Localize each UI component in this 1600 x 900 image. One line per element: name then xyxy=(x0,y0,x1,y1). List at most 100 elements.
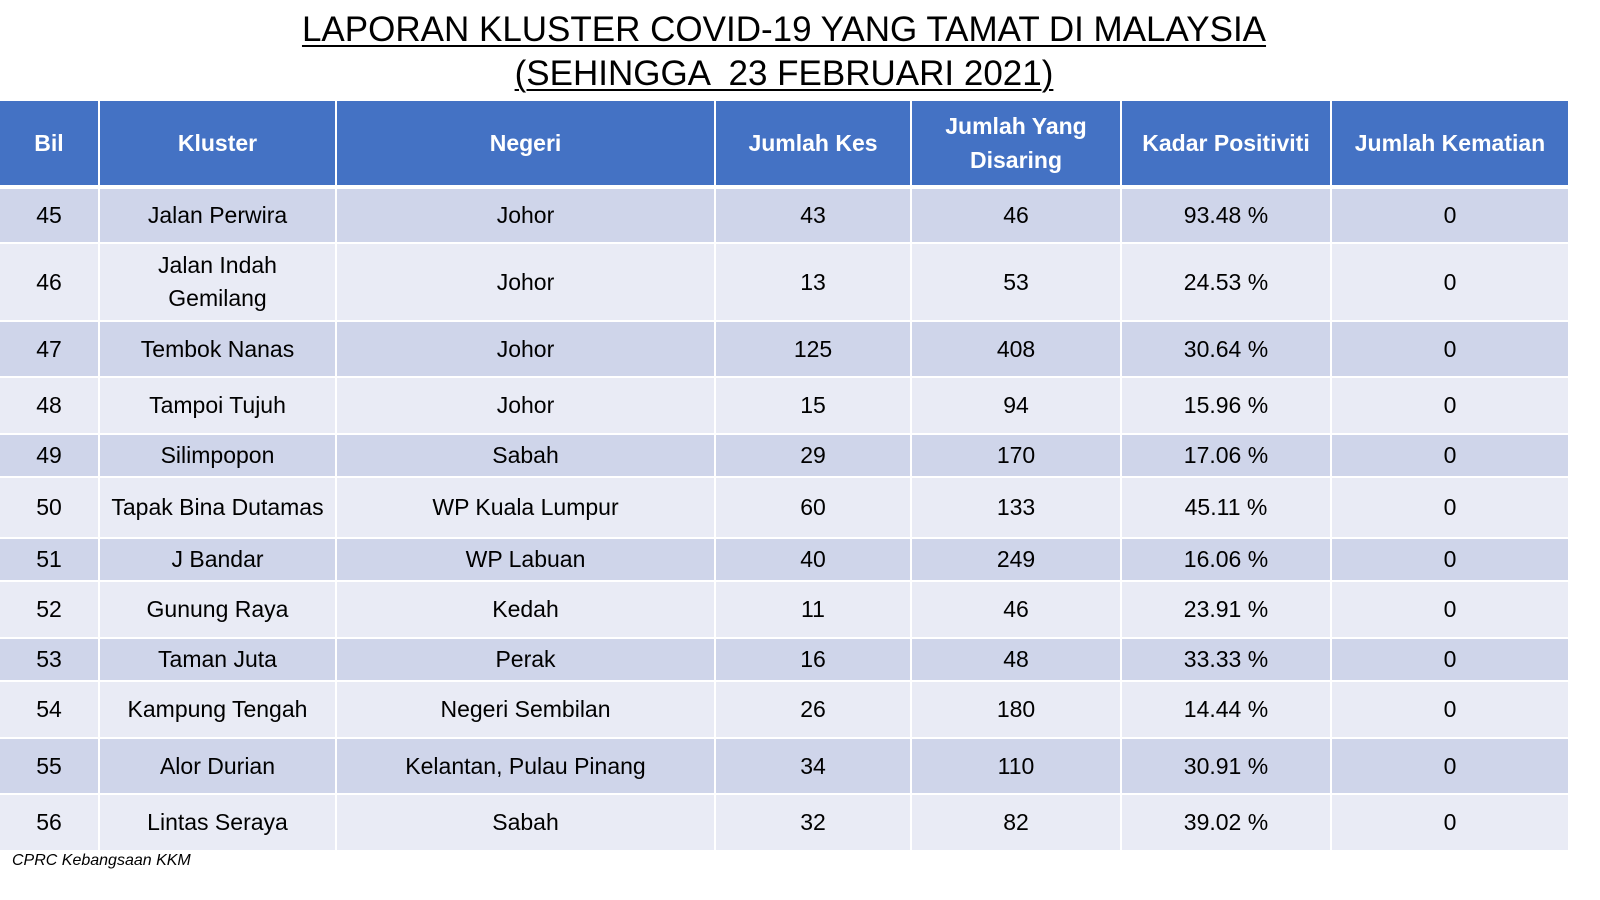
cell-kadar-positiviti: 45.11 % xyxy=(1121,477,1332,539)
cell-bil: 51 xyxy=(0,538,100,582)
cell-negeri: Johor xyxy=(336,187,716,244)
header-kluster: Kluster xyxy=(99,101,337,189)
cell-jumlah-kematian: 0 xyxy=(1331,434,1568,478)
cell-bil: 45 xyxy=(0,187,100,244)
cell-jumlah-kematian: 0 xyxy=(1331,581,1568,639)
cell-jumlah-kematian: 0 xyxy=(1331,738,1568,795)
table-header-row: Bil Kluster Negeri Jumlah Kes Jumlah Yan… xyxy=(0,101,1568,189)
cell-bil: 50 xyxy=(0,477,100,539)
table-row: 48 Tampoi Tujuh Johor 15 94 15.96 % 0 xyxy=(0,377,1568,435)
table-row: 53 Taman Juta Perak 16 48 33.33 % 0 xyxy=(0,638,1568,682)
header-jumlah-disaring: Jumlah Yang Disaring xyxy=(911,101,1122,189)
cell-kadar-positiviti: 93.48 % xyxy=(1121,187,1332,244)
table-row: 52 Gunung Raya Kedah 11 46 23.91 % 0 xyxy=(0,581,1568,639)
cell-bil: 56 xyxy=(0,794,100,852)
cell-jumlah-disaring: 48 xyxy=(911,638,1122,682)
cell-jumlah-disaring: 249 xyxy=(911,538,1122,582)
cell-jumlah-kes: 40 xyxy=(715,538,912,582)
cell-jumlah-disaring: 46 xyxy=(911,187,1122,244)
cell-kadar-positiviti: 30.91 % xyxy=(1121,738,1332,795)
header-bil: Bil xyxy=(0,101,100,189)
cell-kadar-positiviti: 33.33 % xyxy=(1121,638,1332,682)
cell-jumlah-kematian: 0 xyxy=(1331,321,1568,378)
header-kadar-positiviti: Kadar Positiviti xyxy=(1121,101,1332,189)
cell-negeri: Johor xyxy=(336,321,716,378)
cell-bil: 46 xyxy=(0,243,100,322)
cell-jumlah-disaring: 82 xyxy=(911,794,1122,852)
cell-jumlah-kematian: 0 xyxy=(1331,477,1568,539)
cell-jumlah-kes: 43 xyxy=(715,187,912,244)
cell-jumlah-disaring: 133 xyxy=(911,477,1122,539)
cell-jumlah-disaring: 53 xyxy=(911,243,1122,322)
cell-bil: 52 xyxy=(0,581,100,639)
table-row: 46 Jalan Indah Gemilang Johor 13 53 24.5… xyxy=(0,243,1568,322)
cell-jumlah-kematian: 0 xyxy=(1331,638,1568,682)
table-row: 45 Jalan Perwira Johor 43 46 93.48 % 0 xyxy=(0,187,1568,244)
cell-kadar-positiviti: 24.53 % xyxy=(1121,243,1332,322)
cell-bil: 55 xyxy=(0,738,100,795)
cell-jumlah-disaring: 94 xyxy=(911,377,1122,435)
cell-negeri: Sabah xyxy=(336,794,716,852)
cell-jumlah-kes: 29 xyxy=(715,434,912,478)
cell-jumlah-kematian: 0 xyxy=(1331,538,1568,582)
cell-kluster: Jalan Indah Gemilang xyxy=(99,243,337,322)
table-row: 49 Silimpopon Sabah 29 170 17.06 % 0 xyxy=(0,434,1568,478)
source-note: CPRC Kebangsaan KKM xyxy=(12,852,191,869)
cell-kadar-positiviti: 30.64 % xyxy=(1121,321,1332,378)
cell-kluster: Gunung Raya xyxy=(99,581,337,639)
cell-kadar-positiviti: 15.96 % xyxy=(1121,377,1332,435)
clusters-table: Bil Kluster Negeri Jumlah Kes Jumlah Yan… xyxy=(0,101,1568,852)
cell-kadar-positiviti: 23.91 % xyxy=(1121,581,1332,639)
cell-negeri: Kelantan, Pulau Pinang xyxy=(336,738,716,795)
cell-jumlah-disaring: 408 xyxy=(911,321,1122,378)
cell-jumlah-kes: 13 xyxy=(715,243,912,322)
cell-kluster: Kampung Tengah xyxy=(99,681,337,739)
cell-jumlah-disaring: 180 xyxy=(911,681,1122,739)
cell-bil: 53 xyxy=(0,638,100,682)
cell-kadar-positiviti: 39.02 % xyxy=(1121,794,1332,852)
cell-kluster: Taman Juta xyxy=(99,638,337,682)
cell-negeri: Sabah xyxy=(336,434,716,478)
cell-jumlah-kes: 16 xyxy=(715,638,912,682)
cell-kluster: Alor Durian xyxy=(99,738,337,795)
cell-jumlah-kes: 26 xyxy=(715,681,912,739)
cell-negeri: Perak xyxy=(336,638,716,682)
cell-negeri: Negeri Sembilan xyxy=(336,681,716,739)
cell-jumlah-disaring: 46 xyxy=(911,581,1122,639)
cell-negeri: Kedah xyxy=(336,581,716,639)
cell-kluster: Tampoi Tujuh xyxy=(99,377,337,435)
cell-jumlah-kes: 11 xyxy=(715,581,912,639)
table-row: 54 Kampung Tengah Negeri Sembilan 26 180… xyxy=(0,681,1568,739)
table-row: 50 Tapak Bina Dutamas WP Kuala Lumpur 60… xyxy=(0,477,1568,539)
cell-kadar-positiviti: 16.06 % xyxy=(1121,538,1332,582)
cell-jumlah-kes: 60 xyxy=(715,477,912,539)
cell-jumlah-disaring: 170 xyxy=(911,434,1122,478)
cell-negeri: Johor xyxy=(336,377,716,435)
cell-kluster: Jalan Perwira xyxy=(99,187,337,244)
cell-kluster: J Bandar xyxy=(99,538,337,582)
title-line-1: LAPORAN KLUSTER COVID-19 YANG TAMAT DI M… xyxy=(301,10,1267,49)
cell-kluster: Lintas Seraya xyxy=(99,794,337,852)
cell-jumlah-kematian: 0 xyxy=(1331,243,1568,322)
cell-jumlah-disaring: 110 xyxy=(911,738,1122,795)
cell-jumlah-kematian: 0 xyxy=(1331,377,1568,435)
cell-kadar-positiviti: 14.44 % xyxy=(1121,681,1332,739)
table-row: 55 Alor Durian Kelantan, Pulau Pinang 34… xyxy=(0,738,1568,795)
table-row: 51 J Bandar WP Labuan 40 249 16.06 % 0 xyxy=(0,538,1568,582)
cell-bil: 48 xyxy=(0,377,100,435)
cell-jumlah-kes: 125 xyxy=(715,321,912,378)
cell-jumlah-kematian: 0 xyxy=(1331,794,1568,852)
table-row: 56 Lintas Seraya Sabah 32 82 39.02 % 0 xyxy=(0,794,1568,852)
table-row: 47 Tembok Nanas Johor 125 408 30.64 % 0 xyxy=(0,321,1568,378)
title-line-2: (SEHINGGA 23 FEBRUARI 2021) xyxy=(514,54,1054,93)
cell-kluster: Tembok Nanas xyxy=(99,321,337,378)
table-body: 45 Jalan Perwira Johor 43 46 93.48 % 0 4… xyxy=(0,187,1568,852)
header-jumlah-kes: Jumlah Kes xyxy=(715,101,912,189)
cell-jumlah-kes: 34 xyxy=(715,738,912,795)
header-jumlah-kematian: Jumlah Kematian xyxy=(1331,101,1568,189)
cell-kadar-positiviti: 17.06 % xyxy=(1121,434,1332,478)
cell-kluster: Silimpopon xyxy=(99,434,337,478)
cell-kluster: Tapak Bina Dutamas xyxy=(99,477,337,539)
cell-jumlah-kes: 32 xyxy=(715,794,912,852)
cell-negeri: WP Kuala Lumpur xyxy=(336,477,716,539)
